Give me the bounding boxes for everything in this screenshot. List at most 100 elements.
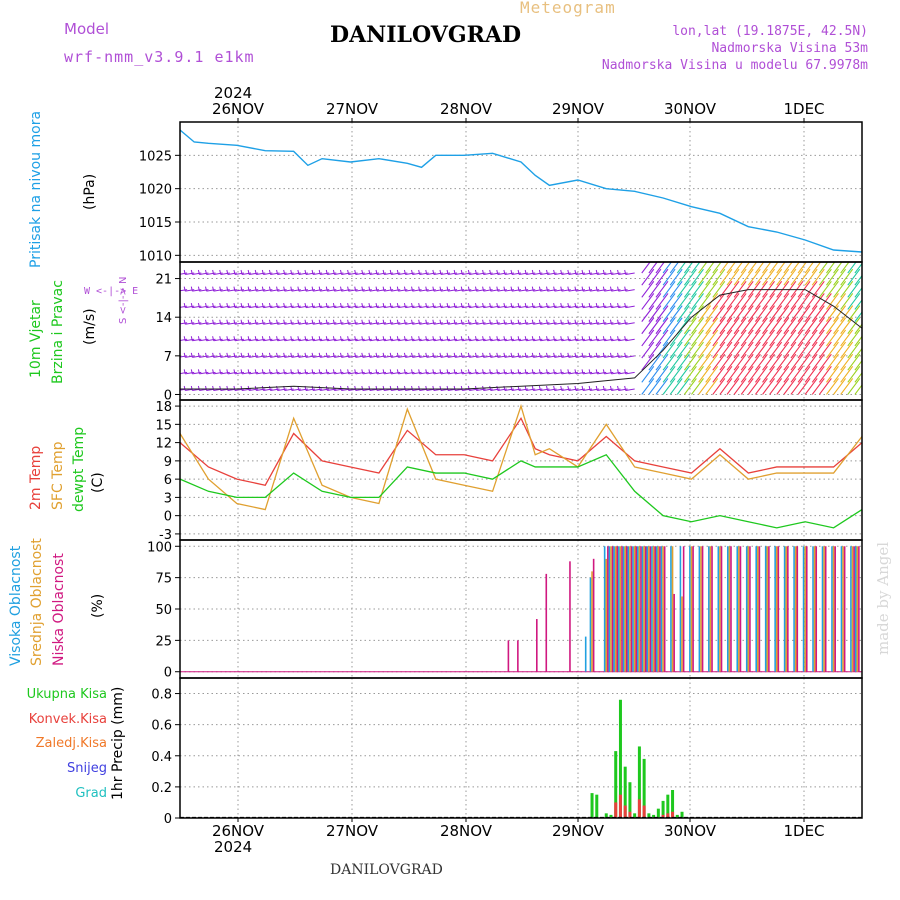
wind-barb [683, 366, 697, 383]
wind-barb [554, 371, 564, 375]
wind-barb-flag [588, 286, 591, 292]
wind-barb [497, 305, 507, 309]
wind-barb [476, 289, 486, 292]
wind-barb [277, 305, 287, 309]
wind-barb-flag [602, 286, 605, 292]
ytick-label-wind-1: 7 [164, 350, 172, 365]
wind-barb-flag [510, 319, 513, 325]
wind-barb-flag [489, 303, 492, 308]
wind-barb [669, 305, 683, 322]
wind-barb [840, 366, 854, 383]
wind-barb-flag [503, 336, 506, 341]
wind-barb-flag [190, 369, 193, 375]
wind-barb [804, 317, 818, 335]
wind-barb [582, 272, 593, 276]
wind-barb [662, 341, 676, 359]
ytick-label-precip-1: 0.2 [151, 781, 172, 796]
wind-barb-flag [453, 336, 456, 341]
wind-barb [291, 371, 301, 375]
wind-barb [313, 388, 323, 391]
wind-barb-flag [361, 286, 364, 292]
ytick-label-temp-4: 9 [164, 455, 172, 470]
wind-barb-flag [396, 319, 399, 325]
wind-barb-flag [205, 352, 208, 358]
wind-barb-flag [453, 303, 456, 308]
wind-barb-flag [226, 286, 229, 292]
wind-barb-flag [389, 369, 392, 375]
model-name: wrf-nmm_v3.9.1 e1km [64, 48, 255, 66]
wind-barb [719, 293, 733, 310]
wind-barb [733, 353, 747, 371]
wind-barb [412, 272, 422, 276]
wind-barb [547, 289, 557, 292]
wind-barb-flag [546, 352, 549, 358]
wind-barb-flag [581, 319, 584, 325]
wind-barb-flag [609, 385, 612, 391]
wind-barb [648, 280, 662, 298]
wind-barb [705, 268, 719, 286]
wind-barb [861, 393, 862, 395]
wind-barb [533, 388, 543, 391]
wind-barb [861, 369, 862, 371]
wind-barb-flag [340, 303, 342, 308]
bottom-date-tick-5: 1DEC [783, 822, 825, 840]
wind-barb [691, 378, 704, 395]
wind-barb [590, 289, 600, 292]
wind-barb-flag [375, 319, 378, 325]
wind-barb [691, 317, 704, 335]
wind-barb-flag [574, 369, 577, 375]
wind-barb-flag [595, 385, 598, 391]
wind-barb-flag [268, 336, 271, 341]
wind-barb [348, 272, 358, 276]
wind-barb-flag [290, 303, 293, 308]
wind-barb [575, 338, 586, 342]
wind-barb [180, 338, 188, 341]
wind-barb-flag [389, 269, 392, 275]
wind-barb-flag [439, 336, 442, 341]
wind-barb [769, 305, 783, 322]
wind-barb [291, 322, 301, 325]
wind-barb [348, 322, 358, 325]
wind-barb [554, 338, 564, 342]
wind-barb [540, 338, 550, 342]
wind-barb [641, 305, 655, 322]
wind-barb [561, 388, 571, 391]
wind-barb [597, 371, 607, 375]
wind-barb [662, 305, 676, 322]
precip-total-bar [652, 814, 656, 818]
wind-barb-flag [297, 303, 300, 308]
wind-barb-flag [467, 352, 470, 358]
wind-barb-flag [446, 336, 449, 341]
wind-barb [783, 262, 793, 274]
wind-barb-flag [283, 352, 286, 358]
wind-barb-flag [247, 286, 250, 292]
top-date-tick-2: 28NOV [439, 100, 493, 118]
wind-barb [213, 305, 223, 309]
wind-barb [533, 371, 543, 375]
wind-barb-flag [254, 369, 257, 375]
wind-barb [391, 371, 401, 375]
wind-barb-flag [609, 319, 612, 325]
wind-barb-flag [524, 286, 527, 292]
wind-barb-flag [411, 352, 414, 358]
wind-barb [433, 305, 443, 309]
wind-barb [433, 272, 443, 276]
wind-barb-flag [624, 336, 627, 341]
wind-barb [683, 262, 694, 274]
wind-barb-flag [177, 353, 178, 358]
wind-barb [854, 371, 862, 383]
wind-barb [305, 305, 316, 309]
wind-barb-flag [368, 336, 371, 341]
wind-barb-flag [382, 352, 385, 358]
ytick-label-temp-6: 15 [155, 418, 172, 433]
wind-barb [575, 305, 586, 309]
wind-barb-flag [624, 385, 627, 391]
wind-barb [618, 355, 628, 358]
wind-barb [762, 293, 775, 310]
precip-total-bar [637, 746, 641, 818]
wind-barb [398, 322, 408, 325]
wind-barb-flag [183, 369, 186, 375]
wind-barb-flag [332, 369, 335, 375]
wind-barb-flag [368, 319, 371, 325]
